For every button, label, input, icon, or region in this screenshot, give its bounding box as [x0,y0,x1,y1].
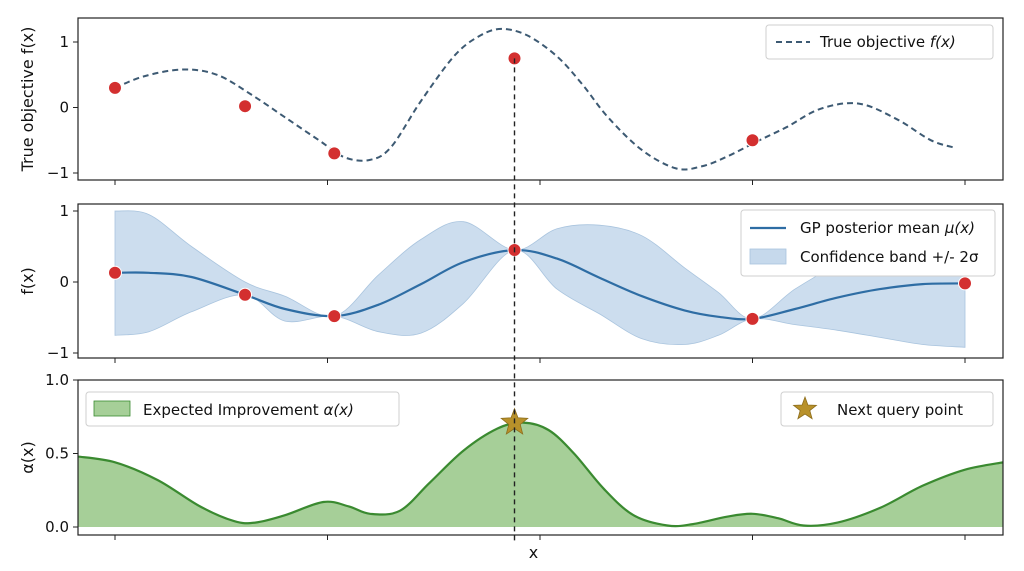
observed-point [108,80,122,95]
legend-star-marker [792,395,818,420]
panel-bottom-frame [77,379,1004,536]
y-tick-label: 0 [59,99,69,117]
observed-point [745,311,760,326]
legend-top [765,24,994,60]
panel-bottom-axes: 1.0 0.5 0.0 α(x) [18,371,966,540]
panel-middle-axes: 1 0 −1 f(x) [18,202,966,363]
y-tick-label: 0 [59,273,69,291]
y-tick-label: −1 [47,164,69,182]
legend-label: Expected Improvement α(x) [143,401,354,419]
panel-top-axes: 1 0 −1 True objective f(x) [18,27,966,185]
observed-point [238,287,253,302]
y-axis-label: α(x) [18,441,37,474]
observed-point [327,146,342,161]
legend-label: Next query point [837,401,963,419]
legend-bottom-right [780,391,994,427]
y-tick-label: 0.0 [45,518,69,536]
legend-label: True objective f(x) [819,33,956,51]
true-objective-line [114,27,957,171]
legend-ei-patch [93,400,131,417]
y-tick-label: 1 [59,202,69,220]
panel-middle-frame [77,203,1004,359]
confidence-band [114,210,966,348]
observed-point [327,309,342,324]
legend-band-patch [749,248,787,265]
y-tick-label: −1 [47,344,69,362]
observed-point [958,276,972,291]
gp-mean-line [114,248,966,321]
ei-line [78,421,1003,528]
observed-point [238,99,253,114]
y-tick-label: 0.5 [45,445,69,463]
observed-point [745,133,760,148]
y-axis-label: f(x) [18,267,37,295]
y-axis-label: True objective f(x) [18,27,37,173]
x-axis-label: x [529,543,538,562]
observed-points-top [108,51,760,161]
y-tick-label: 1 [59,33,69,51]
legend-label: GP posterior mean μ(x) [800,219,975,237]
ei-area [78,422,1003,527]
legend-bottom-left [85,391,400,427]
y-tick-label: 1.0 [45,371,69,389]
legend-middle [740,209,996,277]
panel-top-frame [77,17,1004,181]
observed-point [108,265,122,280]
legend-label: Confidence band +/- 2σ [800,248,979,266]
